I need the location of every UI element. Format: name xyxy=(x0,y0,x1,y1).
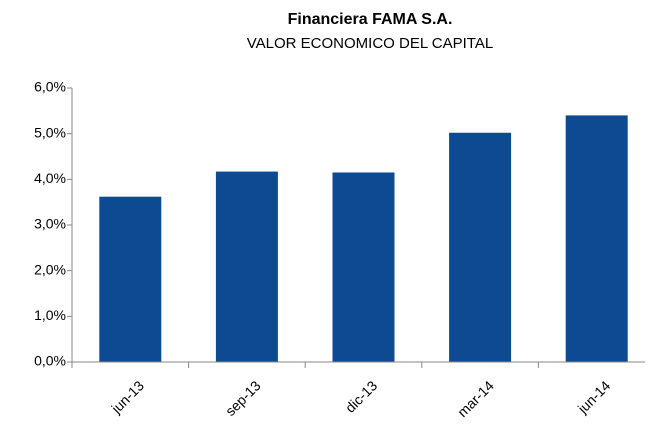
chart-subtitle: VALOR ECONOMICO DEL CAPITAL xyxy=(247,35,493,52)
chart-title: Financiera FAMA S.A. xyxy=(288,11,453,28)
x-tick-label: jun-14 xyxy=(574,377,614,417)
bar xyxy=(449,132,512,362)
bar xyxy=(565,115,628,363)
x-tick-label: dic-13 xyxy=(342,377,380,415)
y-tick-label: 4,0% xyxy=(34,170,66,186)
y-tick-label: 5,0% xyxy=(34,124,66,140)
x-tick-label: sep-13 xyxy=(222,377,264,419)
y-tick-label: 1,0% xyxy=(34,307,66,323)
bar xyxy=(332,172,395,362)
x-tick-label: jun-13 xyxy=(107,377,147,417)
y-tick-label: 0,0% xyxy=(34,353,66,369)
y-tick-label: 3,0% xyxy=(34,216,66,232)
y-tick-label: 2,0% xyxy=(34,261,66,277)
bar xyxy=(99,196,162,362)
x-tick-label: mar-14 xyxy=(454,377,497,420)
bar xyxy=(215,171,278,362)
y-tick-label: 6,0% xyxy=(34,79,66,95)
